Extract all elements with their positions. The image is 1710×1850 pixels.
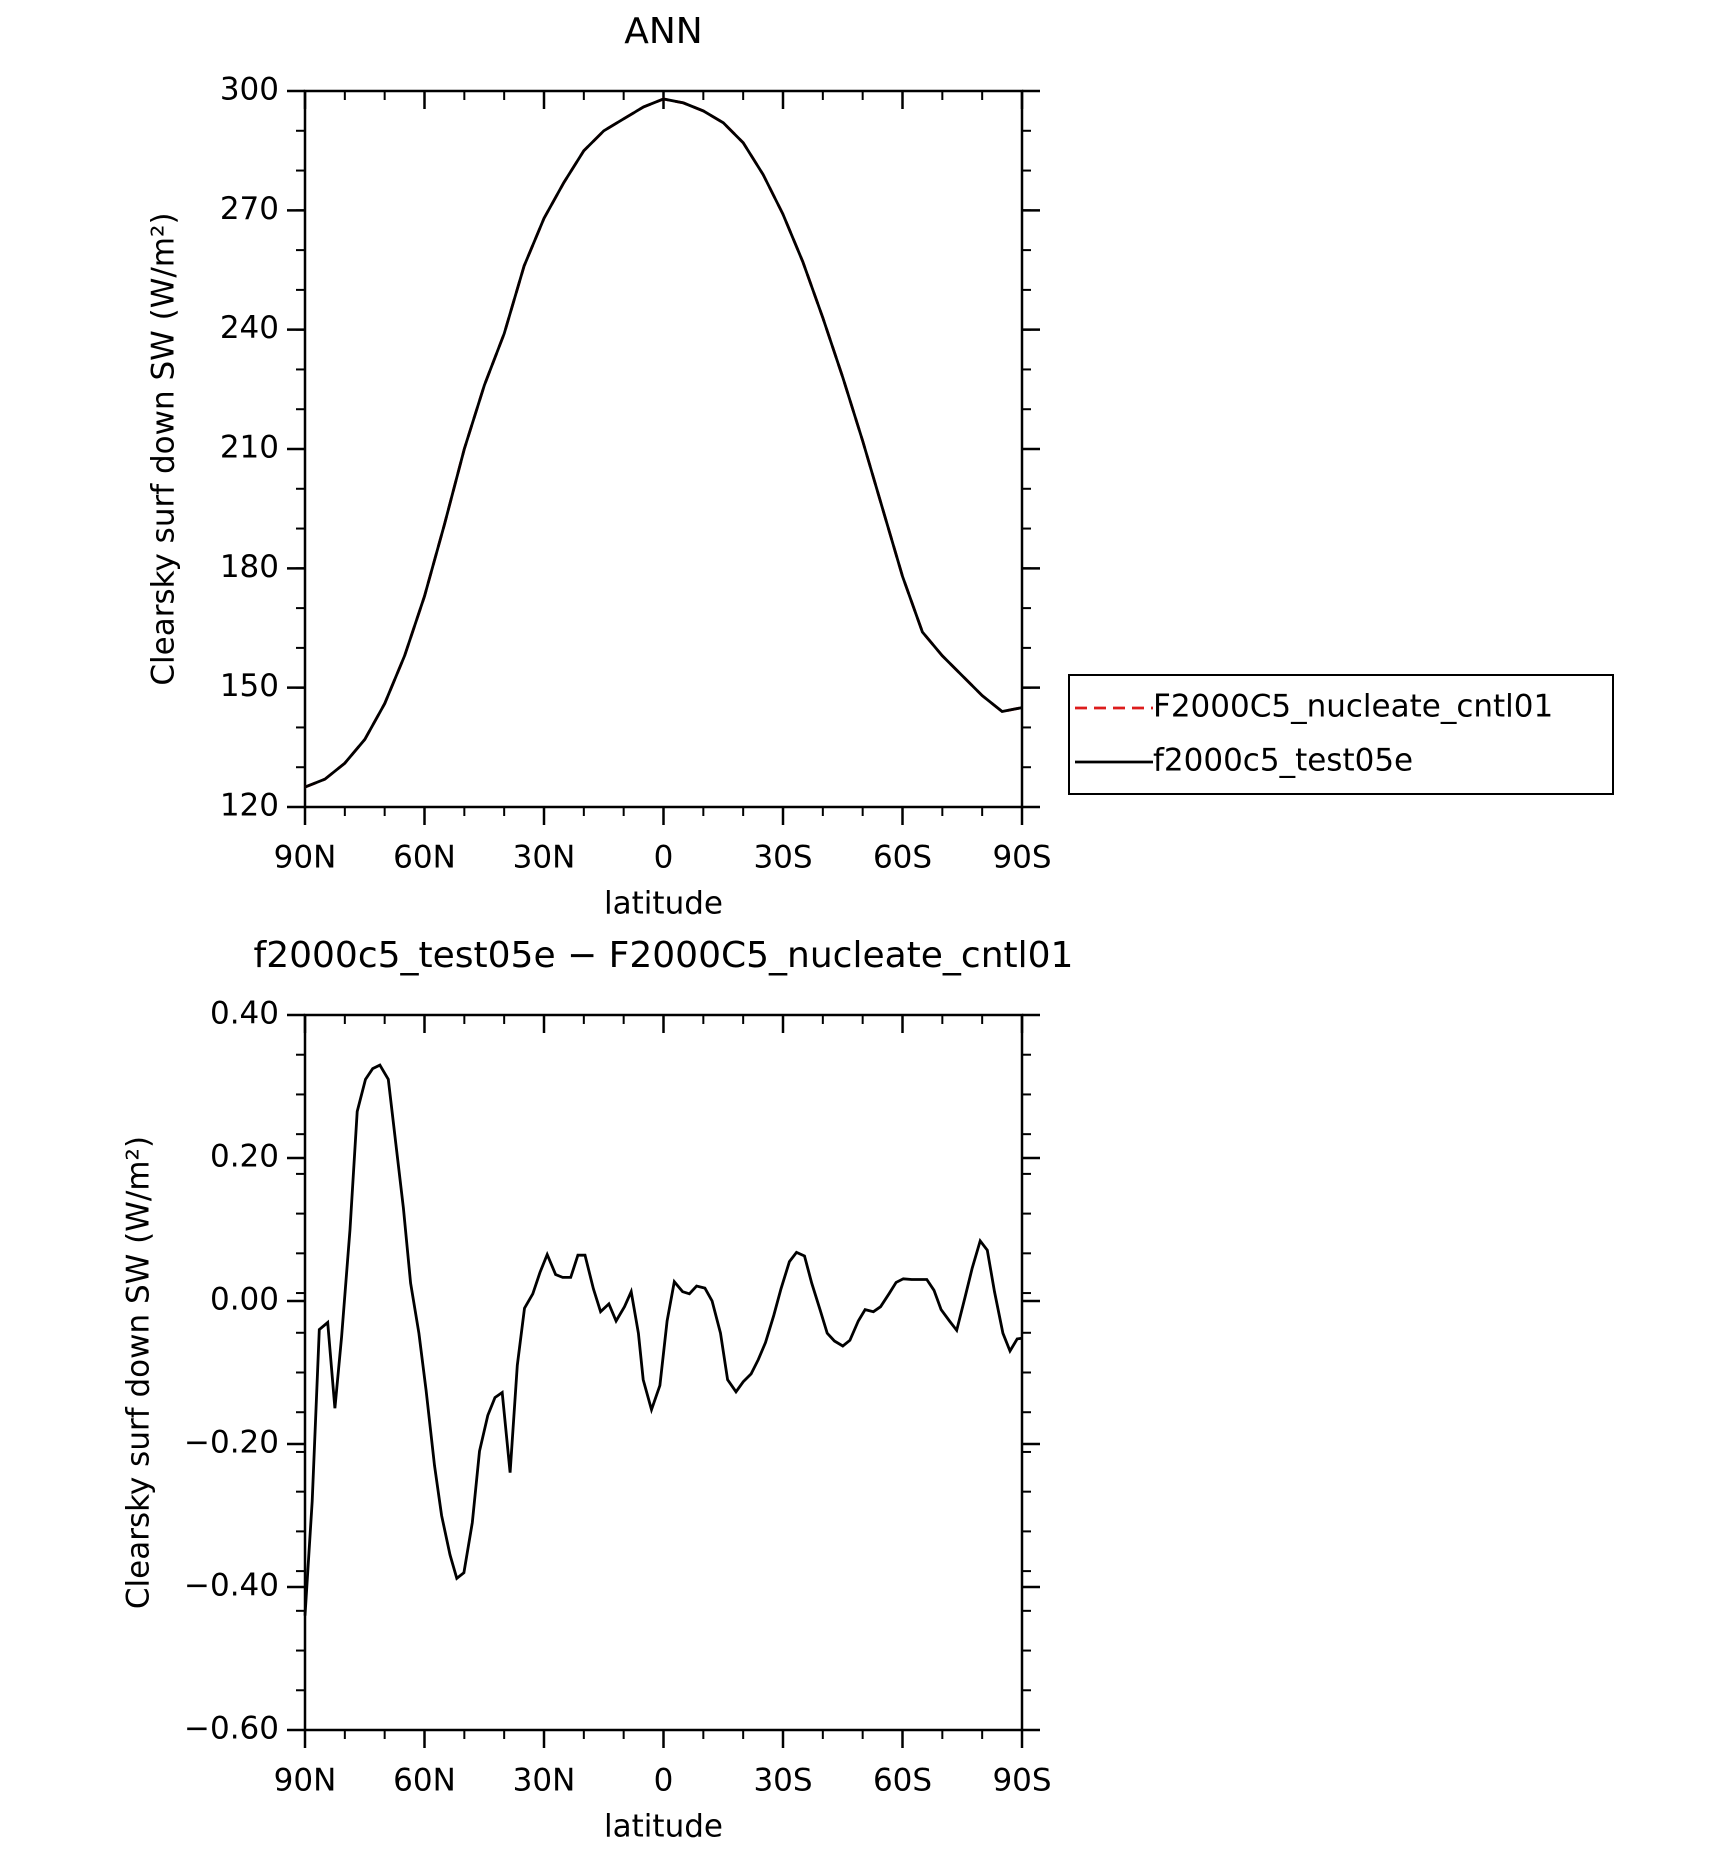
x-tick-label: 90N [274,1763,337,1799]
plot-frame [303,1013,1024,1732]
legend-frame [1068,674,1614,795]
y-tick-label: 180 [220,549,279,585]
x-tick-label: 90N [274,840,337,876]
x-tick-label: 90S [992,1763,1051,1799]
x-tick-label: 30S [753,1763,812,1799]
y-tick-label: 270 [220,191,279,227]
x-tick-label: 60N [393,1763,456,1799]
data-line [303,1063,1023,1616]
x-axis-label: latitude [604,1809,723,1845]
plot-frame [303,89,1024,809]
y-tick-label: 150 [220,668,279,704]
x-tick-label: 90S [992,840,1051,876]
y-tick-label: 210 [220,430,279,466]
y-axis-label: Clearsky surf down SW (W/m²) [146,212,182,685]
y-tick-label: 300 [220,72,279,108]
legend-label: f2000c5_test05e [1153,743,1413,779]
y-tick-label: 120 [220,788,279,824]
x-tick-label: 0 [654,1763,674,1799]
x-tick-label: 0 [654,840,674,876]
y-tick-label: 240 [220,310,279,346]
x-tick-label: 30N [513,840,576,876]
data-line [304,97,1023,789]
y-tick-label: −0.60 [184,1711,279,1747]
x-tick-label: 60S [873,1763,932,1799]
y-tick-label: 0.40 [210,996,279,1032]
x-axis-label: latitude [604,886,723,922]
legend-label: F2000C5_nucleate_cntl01 [1153,689,1553,725]
x-tick-label: 30S [753,840,812,876]
y-tick-label: −0.40 [184,1568,279,1604]
y-tick-label: −0.20 [184,1425,279,1461]
x-tick-label: 60N [393,840,456,876]
x-tick-label: 30N [513,1763,576,1799]
chart-title: ANN [624,11,703,52]
data-line [304,97,1023,789]
y-tick-label: 0.00 [210,1282,279,1318]
chart-title: f2000c5_test05e − F2000C5_nucleate_cntl0… [254,935,1074,976]
y-tick-label: 0.20 [210,1139,279,1175]
y-axis-label: Clearsky surf down SW (W/m²) [121,1136,157,1609]
x-tick-label: 60S [873,840,932,876]
